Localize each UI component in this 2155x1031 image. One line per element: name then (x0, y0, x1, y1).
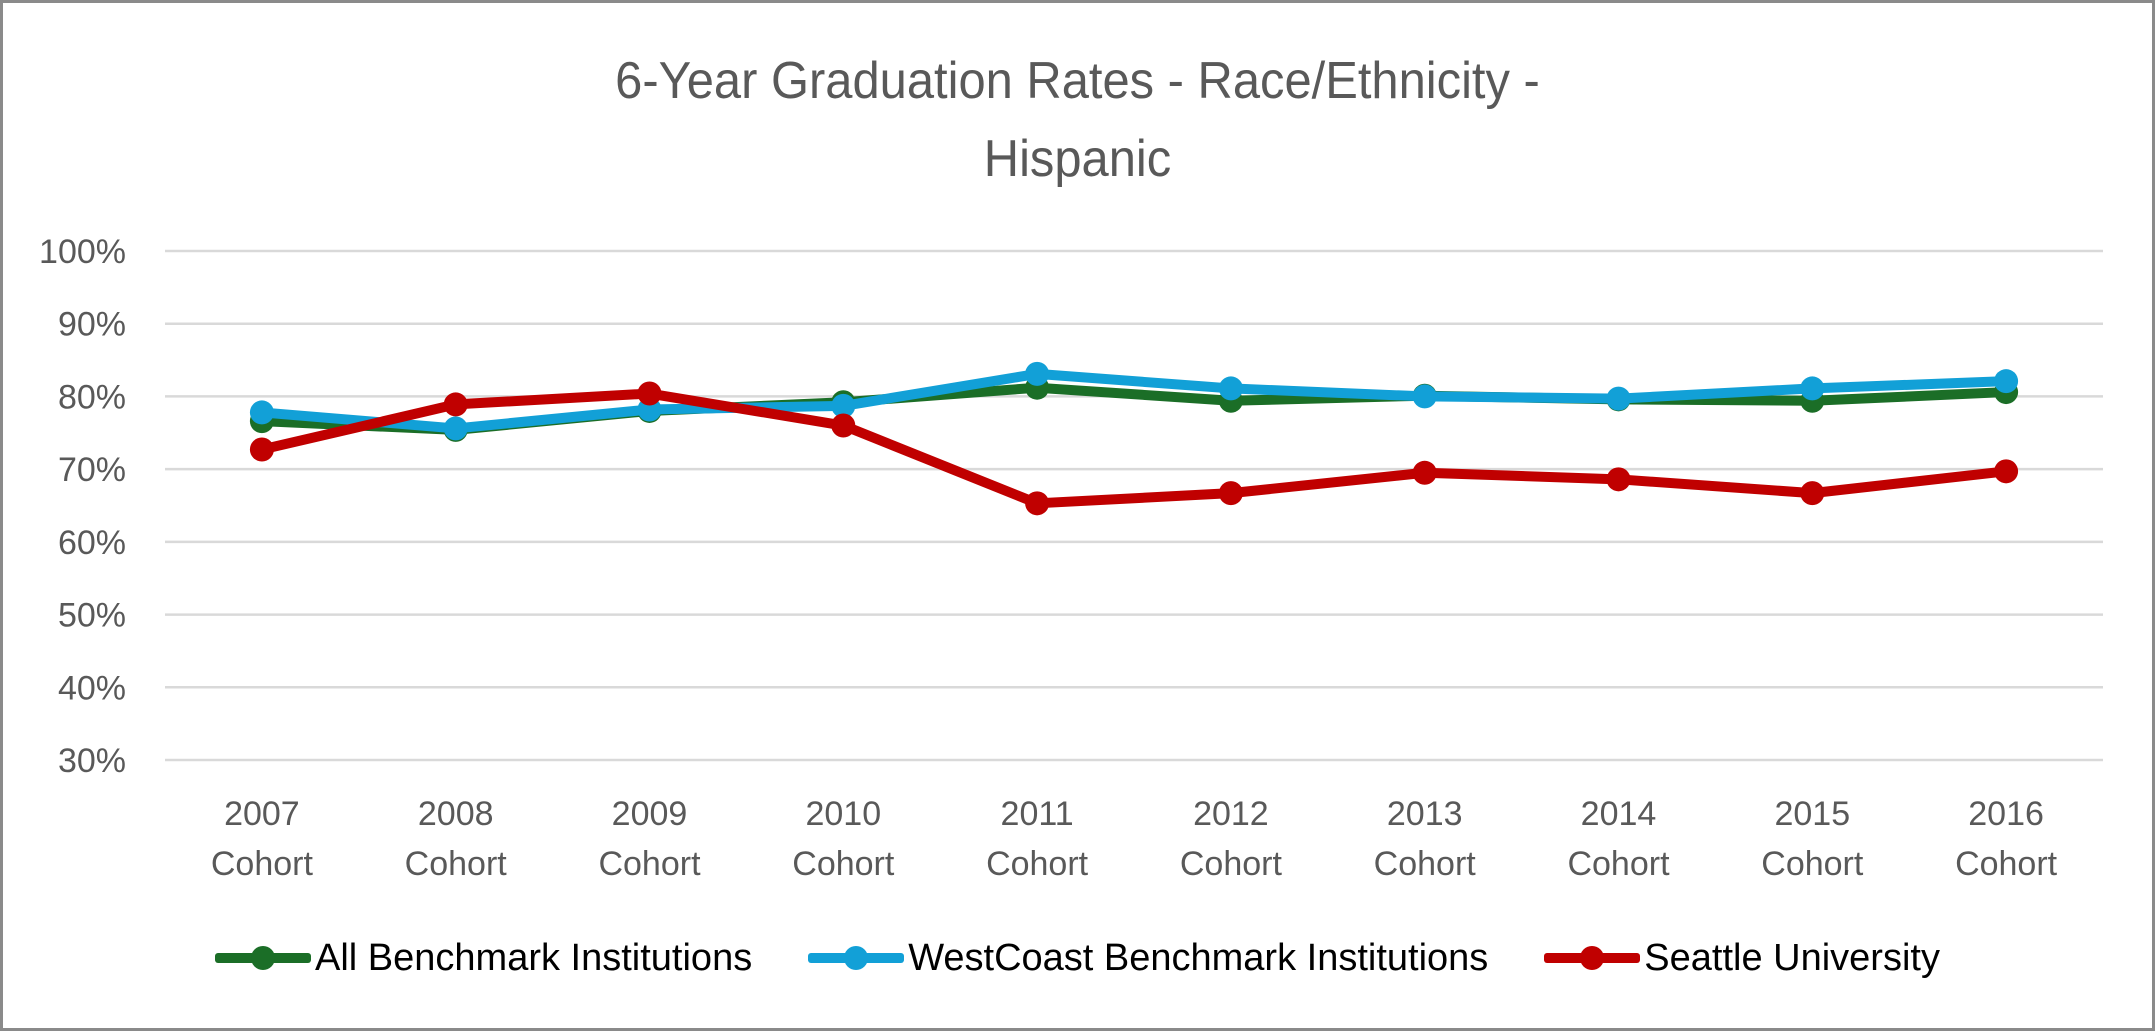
y-tick-label: 60% (58, 524, 126, 562)
chart-title-line-2: Hispanic (983, 130, 1172, 188)
data-point (249, 437, 274, 462)
data-point (831, 413, 856, 438)
legend-item-westcoast-benchmark[interactable]: WestCoast Benchmark Institutions (808, 937, 1488, 980)
legend-label: WestCoast Benchmark Institutions (908, 936, 1489, 979)
x-tick-label: Cohort (1374, 845, 1477, 883)
legend-marker-all-benchmark (215, 944, 312, 972)
legend-label: All Benchmark Institutions (315, 936, 753, 979)
y-tick-label: 40% (58, 669, 126, 707)
data-point (1218, 481, 1243, 506)
legend-marker-westcoast-benchmark (808, 944, 905, 972)
x-tick-label: 2015 (1774, 795, 1850, 833)
legend-item-seattle-university[interactable]: Seattle University (1544, 937, 1940, 980)
y-tick-label: 70% (58, 451, 126, 489)
data-point (831, 393, 856, 418)
legend: All Benchmark Institutions WestCoast Ben… (0, 930, 2155, 986)
x-tick-label: Cohort (211, 845, 314, 883)
data-point (1606, 386, 1631, 411)
data-point (1994, 459, 2019, 484)
x-tick-label: Cohort (405, 845, 508, 883)
chart-title: 6-Year Graduation Rates - Race/Ethnicity… (65, 42, 2091, 198)
series-group (249, 361, 2019, 516)
x-tick-label: Cohort (1567, 845, 1670, 883)
series-line (256, 388, 2012, 509)
y-tick-label: 100% (39, 233, 126, 271)
data-point (1800, 376, 1825, 401)
x-tick-label: Cohort (1761, 845, 1864, 883)
data-point (637, 381, 662, 406)
data-point (249, 400, 274, 425)
y-tick-label: 90% (58, 306, 126, 344)
data-point (1606, 467, 1631, 492)
x-tick-label: Cohort (792, 845, 895, 883)
data-point (1412, 384, 1437, 409)
x-tick-label: Cohort (986, 845, 1089, 883)
x-tick-label: 2012 (1193, 795, 1269, 833)
x-tick-label: 2014 (1581, 795, 1657, 833)
series-line (256, 368, 2012, 434)
x-tick-label: 2008 (418, 795, 494, 833)
x-tick-label: 2010 (805, 795, 881, 833)
x-tick-label: Cohort (598, 845, 701, 883)
x-tick-label: 2009 (612, 795, 688, 833)
y-tick-label: 50% (58, 597, 126, 635)
x-tick-label: 2016 (1968, 795, 2044, 833)
data-point (1412, 460, 1437, 485)
data-point (1218, 376, 1243, 401)
data-point (443, 416, 468, 441)
data-point (1025, 491, 1050, 516)
data-point (1800, 481, 1825, 506)
y-tick-label: 30% (58, 742, 126, 780)
data-point (1025, 361, 1050, 386)
x-tick-label: Cohort (1955, 845, 2058, 883)
x-tick-label: 2013 (1387, 795, 1463, 833)
y-tick-label: 80% (58, 378, 126, 416)
x-tick-label: 2011 (1001, 795, 1074, 833)
series-seattle-university (249, 381, 2019, 516)
x-axis-ticks: 2007 Cohort 2008 Cohort 2009 Cohort 2010 Cohort… (211, 795, 2058, 883)
chart-title-line-1: 6-Year Graduation Rates - Race/Ethnicity… (615, 52, 1540, 110)
x-tick-label: Cohort (1180, 845, 1283, 883)
legend-marker-seattle-university (1544, 944, 1641, 972)
gridlines (165, 249, 2103, 762)
legend-item-all-benchmark[interactable]: All Benchmark Institutions (215, 937, 752, 980)
data-point (1994, 369, 2019, 394)
data-point (443, 392, 468, 417)
y-axis-ticks: 100% 90% 80% 70% 60% 50% 40% 30% (39, 233, 126, 780)
legend-label: Seattle University (1644, 936, 1940, 979)
x-tick-label: 2007 (224, 795, 300, 833)
